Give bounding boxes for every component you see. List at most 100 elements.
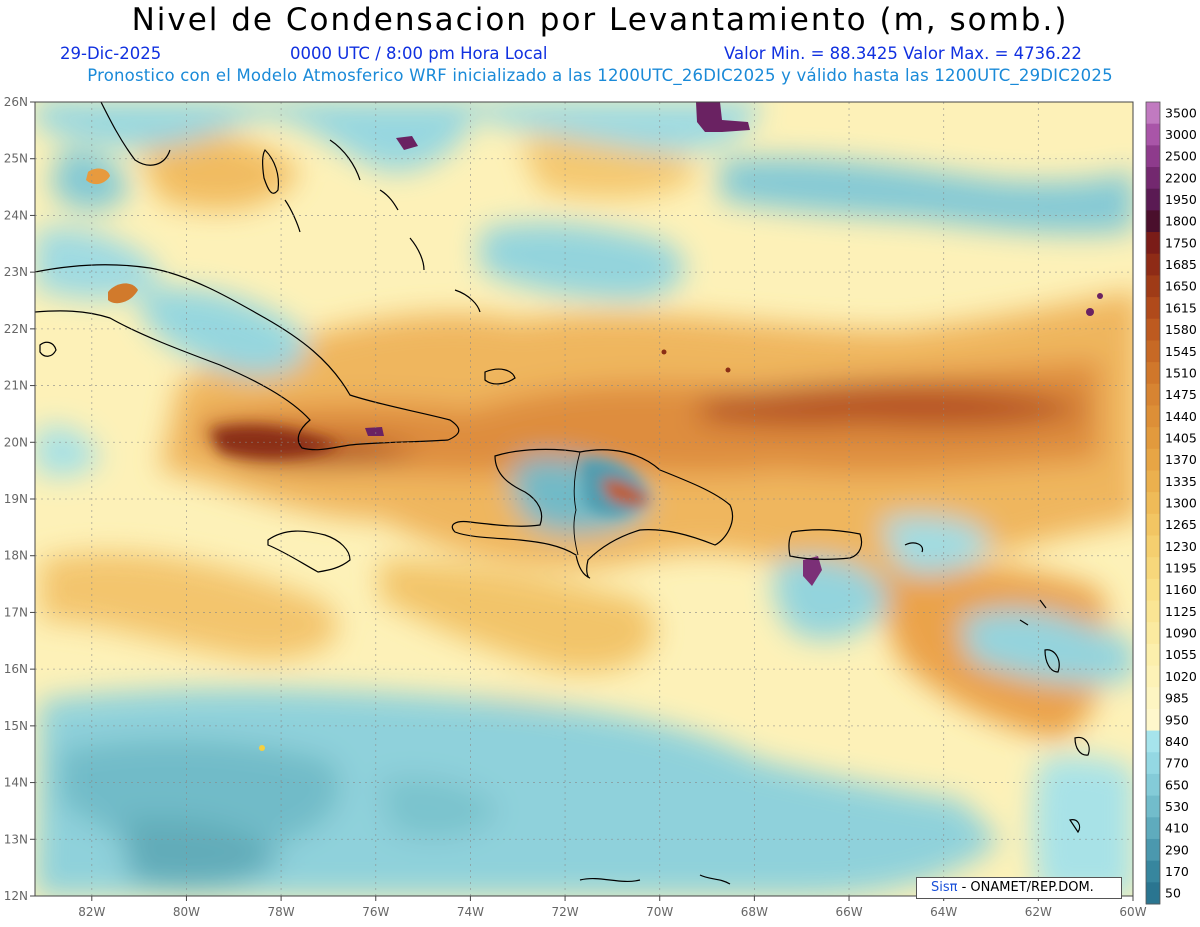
lat-label: 25N bbox=[4, 152, 28, 166]
lcl-shading bbox=[35, 102, 1133, 896]
colorbar-label: 1510 bbox=[1165, 365, 1197, 380]
colorbar-label: 1090 bbox=[1165, 626, 1197, 641]
lon-label: 78W bbox=[268, 905, 295, 919]
colorbar-swatch bbox=[1146, 427, 1160, 450]
colorbar-label: 1335 bbox=[1165, 474, 1197, 489]
forecast-time: 0000 UTC / 8:00 pm Hora Local bbox=[290, 44, 548, 63]
colorbar-swatch bbox=[1146, 535, 1160, 558]
colorbar-swatch bbox=[1146, 383, 1160, 406]
lat-label: 12N bbox=[4, 889, 28, 903]
colorbar-label: 2200 bbox=[1165, 170, 1197, 185]
colorbar-label: 1160 bbox=[1165, 582, 1197, 597]
colorbar-swatch bbox=[1146, 752, 1160, 775]
colorbar-label: 1800 bbox=[1165, 214, 1197, 229]
lon-label: 82W bbox=[78, 905, 105, 919]
colorbar-swatch bbox=[1146, 275, 1160, 298]
colorbar-label: 985 bbox=[1165, 691, 1189, 706]
latitude-labels: 26N 25N 24N 23N 22N 21N 20N 19N 18N 17N 16N 15N 14N 1… bbox=[4, 95, 35, 903]
colorbar-swatch bbox=[1146, 470, 1160, 493]
sistema-brand: Sisπ bbox=[931, 880, 958, 895]
min-max-values: Valor Min. = 88.3425 Valor Max. = 4736.2… bbox=[724, 44, 1082, 63]
colorbar-swatch bbox=[1146, 123, 1160, 146]
colorbar-label: 1615 bbox=[1165, 300, 1197, 315]
colorbar-swatch bbox=[1146, 210, 1160, 233]
colorbar-label: 1750 bbox=[1165, 235, 1197, 250]
colorbar-swatch bbox=[1146, 643, 1160, 667]
colorbar-swatch bbox=[1146, 665, 1160, 688]
colorbar-label: 1230 bbox=[1165, 539, 1197, 554]
colorbar-label: 1020 bbox=[1165, 669, 1197, 684]
colorbar-swatch bbox=[1146, 773, 1160, 797]
colorbar-swatch bbox=[1146, 795, 1160, 818]
colorbar-label: 3000 bbox=[1165, 127, 1197, 142]
colorbar-swatch bbox=[1146, 838, 1160, 862]
colorbar-label: 1055 bbox=[1165, 647, 1197, 662]
credit-box: Sisπ - ONAMET/REP.DOM. bbox=[916, 877, 1122, 899]
colorbar-label: 530 bbox=[1165, 799, 1189, 814]
colorbar-swatch bbox=[1146, 405, 1160, 428]
colorbar-label: 1405 bbox=[1165, 430, 1197, 445]
lat-label: 13N bbox=[4, 832, 28, 846]
colorbar-label: 50 bbox=[1165, 886, 1181, 901]
colorbar-swatch bbox=[1146, 362, 1160, 385]
lon-label: 66W bbox=[835, 905, 862, 919]
map-title: Nivel de Condensacion por Levantamiento … bbox=[131, 2, 1069, 38]
colorbar-label: 1685 bbox=[1165, 257, 1197, 272]
colorbar-swatch bbox=[1146, 600, 1160, 623]
colorbar-swatch bbox=[1146, 232, 1160, 255]
lon-label: 62W bbox=[1025, 905, 1052, 919]
colorbar-label: 840 bbox=[1165, 734, 1189, 749]
lon-label: 76W bbox=[362, 905, 389, 919]
colorbar-swatch bbox=[1146, 145, 1160, 168]
colorbar-label: 950 bbox=[1165, 712, 1189, 727]
longitude-labels: 82W 80W 78W 76W 74W 72W 70W 68W 66W 64W 62W 60W bbox=[78, 896, 1147, 919]
colorbar-swatch bbox=[1146, 882, 1160, 905]
lat-label: 19N bbox=[4, 492, 28, 506]
colorbar-swatch bbox=[1146, 297, 1160, 320]
colorbar-label: 1545 bbox=[1165, 344, 1197, 359]
lat-label: 23N bbox=[4, 265, 28, 279]
lon-label: 70W bbox=[646, 905, 673, 919]
lat-label: 17N bbox=[4, 605, 28, 619]
colorbar-label: 410 bbox=[1165, 821, 1189, 836]
lat-label: 15N bbox=[4, 719, 28, 733]
colorbar-swatch bbox=[1146, 557, 1160, 580]
colorbar-frame bbox=[1145, 101, 1161, 905]
lat-label: 14N bbox=[4, 776, 28, 790]
colorbar-label: 1475 bbox=[1165, 387, 1197, 402]
colorbar-swatch bbox=[1146, 340, 1160, 363]
forecast-date: 29-Dic-2025 bbox=[60, 44, 162, 63]
colorbar-swatch bbox=[1146, 188, 1160, 211]
colorbar-swatch bbox=[1146, 492, 1160, 515]
colorbar-swatch bbox=[1146, 578, 1160, 602]
colorbar-label: 1195 bbox=[1165, 561, 1197, 576]
lat-label: 16N bbox=[4, 662, 28, 676]
lat-label: 21N bbox=[4, 379, 28, 393]
lon-label: 80W bbox=[173, 905, 200, 919]
lon-label: 72W bbox=[551, 905, 578, 919]
colorbar-label: 3500 bbox=[1165, 105, 1197, 120]
model-subtitle: Pronostico con el Modelo Atmosferico WRF… bbox=[87, 66, 1113, 85]
lat-label: 22N bbox=[4, 322, 28, 336]
colorbar-label: 1650 bbox=[1165, 279, 1197, 294]
colorbar-swatch bbox=[1146, 513, 1160, 537]
coastlines bbox=[35, 102, 1090, 885]
colorbar-swatch bbox=[1146, 448, 1160, 471]
lon-label: 60W bbox=[1119, 905, 1146, 919]
colorbar-swatch bbox=[1146, 730, 1160, 753]
lon-label: 74W bbox=[457, 905, 484, 919]
colorbar-swatch bbox=[1146, 817, 1160, 840]
colorbar-swatch bbox=[1146, 622, 1160, 645]
colorbar-swatch bbox=[1146, 102, 1160, 125]
colorbar-label: 1265 bbox=[1165, 517, 1197, 532]
colorbar-label: 1370 bbox=[1165, 452, 1197, 467]
lon-label: 64W bbox=[930, 905, 957, 919]
lon-label: 68W bbox=[741, 905, 768, 919]
colorbar-label: 1125 bbox=[1165, 604, 1197, 619]
colorbar-label: 770 bbox=[1165, 756, 1189, 771]
colorbar: 3500 3000 2500 2200 1950 1800 1750 1685 1650 1615… bbox=[1145, 101, 1197, 905]
colorbar-swatch bbox=[1146, 253, 1160, 276]
lat-label: 26N bbox=[4, 95, 28, 109]
lat-label: 20N bbox=[4, 435, 28, 449]
